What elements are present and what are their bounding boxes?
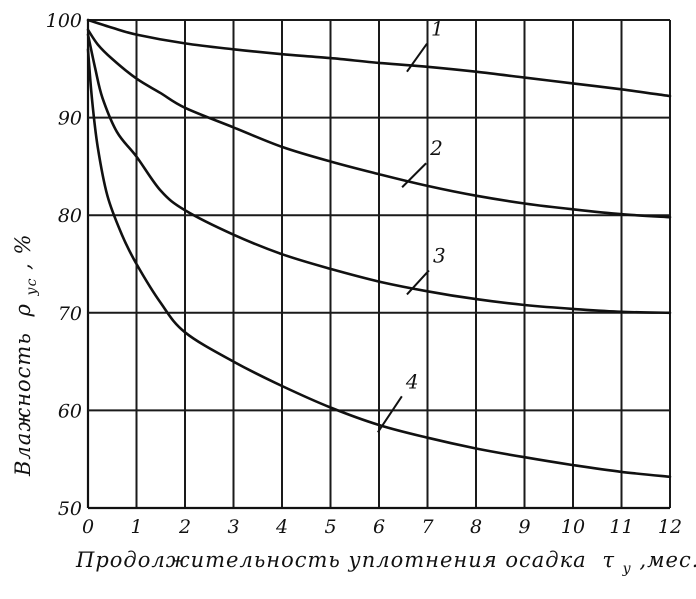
curves [86,18,672,479]
series-1-leader [406,43,428,73]
x-tick-label-9: 9 [518,516,530,538]
series-3-leader [406,269,430,296]
series-3-label: 3 [433,243,446,267]
series-1-line [86,18,672,98]
x-tick-label-2: 2 [178,516,191,538]
x-tick-label-11: 11 [609,516,633,538]
x-tick-label-7: 7 [421,516,434,538]
y-tick-label-100: 100 [46,10,82,32]
y-axis-label: Влажность ρ ус , % [11,234,41,477]
series-1-label: 1 [431,17,444,41]
y-tick-label-90: 90 [58,108,82,130]
y-tick-label-50: 50 [58,498,82,520]
series-3-line [86,33,672,315]
series-4-line [86,48,672,479]
x-tick-label-4: 4 [275,516,288,538]
x-tick-label-10: 10 [561,516,585,538]
y-tick-label-70: 70 [58,303,82,325]
x-axis-label: Продолжительность уплотнения осадка τ у … [75,548,696,578]
x-tick-label-6: 6 [373,516,385,538]
x-tick-label-8: 8 [470,516,482,538]
y-tick-label-60: 60 [58,400,82,422]
x-tick-label-0: 0 [82,516,94,538]
series-4-leader [377,395,403,433]
y-tick-label-80: 80 [58,205,82,227]
x-tick-label-3: 3 [227,516,239,538]
grid [86,19,671,510]
series-2-line [86,28,672,219]
x-tick-label-1: 1 [130,516,142,538]
series-4-label: 4 [405,369,419,393]
x-tick-label-5: 5 [324,516,336,538]
series-2-leader [401,162,427,188]
series-2-label: 2 [429,136,443,160]
x-tick-label-12: 12 [658,516,682,538]
